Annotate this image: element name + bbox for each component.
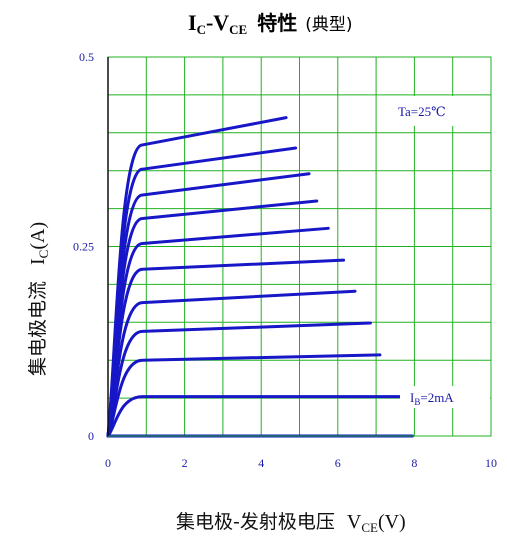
temp-annotation-box — [380, 96, 488, 126]
x-axis-label-cjk: 集电极-发射极电压 — [176, 511, 335, 533]
y-axis-label-cjk: 集电极电流 — [27, 281, 49, 376]
x-axis-label: 集电极-发射极电压 VCE(V) — [176, 511, 406, 535]
x-tick-label: 6 — [335, 456, 341, 470]
title-paren: (典型) — [305, 15, 352, 35]
x-tick-label: 2 — [182, 456, 188, 470]
y-tick-label: 0.5 — [79, 50, 94, 64]
y-axis-label: 集电极电流 IC(A) — [27, 222, 51, 376]
ib-annotation: IB=2mA — [410, 390, 454, 407]
temp-annotation: Ta=25℃ — [398, 104, 446, 119]
x-tick-label: 8 — [411, 456, 417, 470]
y-tick-labels: 0 0.25 0.5 — [73, 50, 94, 443]
curve-ib-10 — [106, 116, 288, 438]
x-tick-label: 4 — [258, 456, 264, 470]
y-axis-label-unit: (A) — [27, 222, 49, 250]
x-tick-label: 0 — [105, 456, 111, 470]
y-tick-label: 0 — [88, 429, 94, 443]
ib-annotation-i: I — [410, 390, 414, 405]
y-axis-label-sub: C — [36, 250, 51, 259]
x-axis-label-sub: CE — [361, 520, 378, 535]
x-axis-label-unit: (V) — [378, 511, 406, 533]
title-dash-v: -V — [206, 10, 229, 35]
x-tick-labels: 0 2 4 6 8 10 — [105, 456, 497, 470]
axes — [107, 56, 492, 437]
y-tick-label: 0.25 — [73, 240, 94, 254]
title-sub-c: C — [197, 22, 206, 37]
ib-annotation-sub: B — [414, 397, 420, 407]
ib-annotation-box — [400, 386, 490, 408]
chart-title: IC-VCE 特性 (典型) — [188, 10, 353, 37]
title-i: I — [188, 10, 197, 35]
x-axis-label-var: V — [347, 511, 362, 533]
x-tick-label: 10 — [485, 456, 497, 470]
title-sub-ce: CE — [229, 22, 247, 37]
ib-annotation-value: =2mA — [420, 390, 454, 405]
y-axis-label-var: I — [27, 258, 49, 265]
title-cjk: 特性 — [257, 11, 297, 35]
